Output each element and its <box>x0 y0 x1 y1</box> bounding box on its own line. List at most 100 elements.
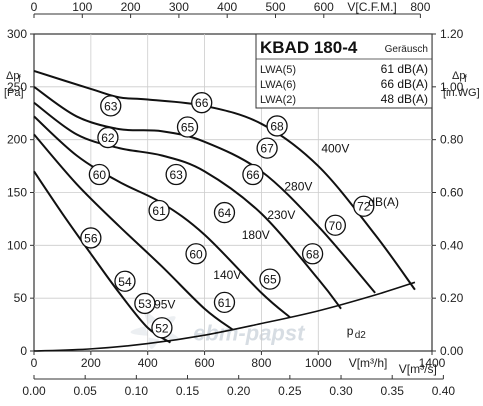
dba-marker: 70 <box>324 214 346 236</box>
dba-marker-circle <box>259 268 281 290</box>
top-x-tick-label: 600 <box>314 0 334 14</box>
dba-marker: 64 <box>213 201 236 224</box>
bottom-x-tick-label: 0.30 <box>329 384 353 398</box>
dba-marker-label: 65 <box>181 120 195 134</box>
dba-marker: 54 <box>114 270 136 292</box>
right-y-unit: [in.WG] <box>443 87 480 99</box>
top-x-tick-label: 100 <box>72 0 92 14</box>
dba-marker-circle <box>256 137 278 159</box>
left-y-tick-label: 50 <box>14 291 28 305</box>
dba-marker-label: 61 <box>152 204 166 218</box>
dba-marker-circle <box>301 243 324 265</box>
dba-marker-circle <box>213 291 236 314</box>
top-x-tick-label: 300 <box>169 0 189 14</box>
curve-label: dB(A) <box>368 195 399 209</box>
dba-marker: 62 <box>97 126 119 149</box>
dba-marker: 56 <box>80 227 102 249</box>
left-y-tick-label: 250 <box>7 80 27 94</box>
dba-marker-label: 63 <box>104 99 118 113</box>
top-x-tick-label: 800 <box>410 0 430 14</box>
main-x-tick-label: 400 <box>138 356 158 370</box>
right-y-tick-label: 1.00 <box>440 80 464 94</box>
dba-marker: 68 <box>266 115 288 137</box>
main-x-tick-label: 200 <box>81 356 101 370</box>
brand-watermark: ebm-papst <box>193 320 306 345</box>
bottom-x-tick-label: 0.40 <box>432 384 456 398</box>
dba-marker-circle <box>134 292 156 315</box>
dba-marker: 66 <box>191 92 213 114</box>
dba-marker-circle <box>97 126 119 149</box>
dba-marker-circle <box>324 214 346 236</box>
curve-label: 230V <box>267 208 295 222</box>
noise-row-value: 61 dB(A) <box>381 62 428 76</box>
noise-row-value: 48 dB(A) <box>381 92 428 106</box>
dba-marker: 72 <box>353 195 375 217</box>
right-y-symbol: Δp <box>452 70 465 82</box>
left-y-symbol: Δp <box>6 70 19 82</box>
left-y-tick-label: 100 <box>7 238 27 252</box>
right-y-tick-label: 0.60 <box>440 186 464 200</box>
dba-marker-circle <box>242 163 264 186</box>
main-x-tick-label: 800 <box>251 356 271 370</box>
noise-row-name: LWA(5) <box>260 64 296 76</box>
curve-label: 280V <box>284 179 312 193</box>
dba-marker-label: 62 <box>101 131 115 145</box>
noise-row-name: LWA(6) <box>260 79 296 91</box>
dba-marker-label: 64 <box>218 206 232 220</box>
curve-label: 140V <box>213 268 241 282</box>
bottom-x-tick-label: 0.20 <box>227 384 251 398</box>
right-y-tick-label: 0.00 <box>440 344 464 358</box>
main-x-tick-label: 1400 <box>419 356 446 370</box>
noise-label: Geräusch <box>385 44 428 55</box>
dba-marker-label: 66 <box>195 96 209 110</box>
pd2-label-subscript: d2 <box>355 330 367 341</box>
dba-marker: 63 <box>100 95 122 117</box>
dba-marker: 65 <box>259 268 281 290</box>
dba-marker-label: 72 <box>357 200 371 214</box>
left-y-tick-label: 0 <box>20 344 27 358</box>
dba-marker-label: 60 <box>189 247 203 261</box>
dba-marker-circle <box>88 163 111 186</box>
dba-marker-label: 66 <box>246 168 260 182</box>
right-y-tick-label: 0.20 <box>440 291 464 305</box>
dba-marker-circle <box>176 116 199 138</box>
dba-marker-circle <box>100 95 122 117</box>
dba-marker: 60 <box>185 243 207 265</box>
bottom-x-unit: V[m³/s] <box>399 362 437 376</box>
dba-marker-circle <box>191 92 213 114</box>
left-y-tick-label: 300 <box>7 27 27 41</box>
bottom-x-tick-label: 0.15 <box>176 384 200 398</box>
pd2-label: p <box>347 324 354 338</box>
dba-marker-label: 52 <box>155 321 169 335</box>
dba-marker-label: 63 <box>169 168 183 182</box>
dba-marker-circle <box>266 115 288 137</box>
noise-row-name: LWA(2) <box>260 94 296 106</box>
dba-marker: 52 <box>151 317 173 339</box>
main-x-tick-label: 600 <box>195 356 215 370</box>
bottom-x-tick-label: 0.10 <box>125 384 149 398</box>
left-y-tick-label: 150 <box>7 186 27 200</box>
dba-marker: 65 <box>176 116 199 138</box>
dba-marker-circle <box>165 163 187 186</box>
left-y-symbol-subscript: f <box>18 74 21 85</box>
dba-marker: 61 <box>148 199 170 222</box>
legend-box <box>255 33 433 109</box>
fan-curve-140v <box>33 133 234 331</box>
top-x-tick-label: 400 <box>217 0 237 14</box>
dba-marker-label: 67 <box>260 142 274 156</box>
legend-layer: KBAD 180-4 Geräusch LWA(5) 61 dB(A) LWA(6) 66… <box>255 33 433 109</box>
dba-marker: 53 <box>134 292 156 315</box>
top-x-unit: V[C.F.M.] <box>347 0 396 14</box>
marks-layer: 63 66 68 62 65 67 72 60 63 66 70 61 64 68 56 60 65 54 61 53… <box>80 92 399 341</box>
pd2-curve <box>33 281 416 352</box>
main-x-unit: V[m³/h] <box>349 356 388 370</box>
curve-label: 95V <box>154 298 175 312</box>
right-y-symbol-subscript: f <box>464 74 467 85</box>
dba-marker: 68 <box>301 243 324 265</box>
fan-curve-230v <box>33 101 342 310</box>
dba-marker-label: 53 <box>138 297 152 311</box>
fan-curve-280v <box>33 86 376 294</box>
curve-label: 180V <box>242 228 270 242</box>
dba-marker: 61 <box>213 291 236 314</box>
